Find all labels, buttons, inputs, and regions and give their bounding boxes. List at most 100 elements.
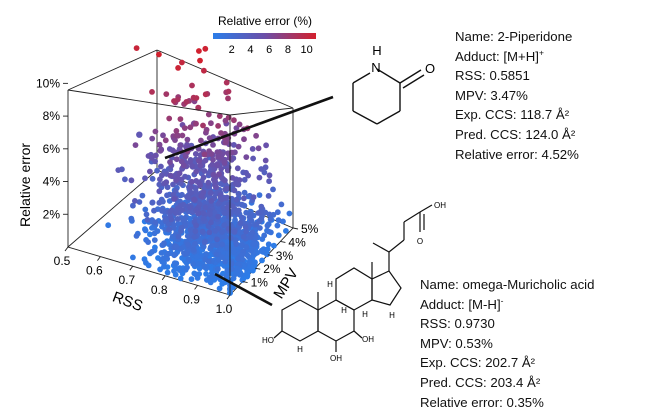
data-point: [215, 153, 222, 160]
info-exp-ccs: Exp. CCS: 202.7 Å²: [420, 355, 536, 371]
colorbar: [213, 33, 316, 39]
data-point: [267, 216, 274, 223]
colorbar-tick-label: 6: [266, 44, 272, 56]
data-point: [145, 239, 152, 246]
colorbar-tick-label: 8: [285, 44, 291, 56]
x-tick: [129, 265, 134, 271]
data-point: [149, 249, 155, 255]
data-point: [168, 216, 175, 223]
data-point: [265, 241, 272, 248]
data-point: [133, 233, 140, 239]
data-point: [264, 222, 271, 229]
data-point: [179, 132, 186, 139]
data-point: [207, 189, 214, 196]
data-point: [170, 224, 177, 231]
data-point: [212, 228, 219, 234]
data-point: [136, 199, 143, 205]
data-point: [235, 143, 242, 150]
y-tick-label: 3%: [276, 249, 294, 263]
data-point: [210, 142, 216, 148]
atom-h-3: H: [389, 311, 395, 320]
data-point: [177, 275, 184, 282]
data-point: [241, 176, 248, 183]
data-point: [231, 117, 237, 124]
data-point: [258, 166, 265, 172]
data-point: [173, 177, 180, 184]
data-point: [206, 229, 213, 236]
info-name: Name: 2-Piperidone: [455, 29, 573, 44]
data-point: [156, 188, 163, 195]
data-point: [241, 195, 247, 202]
data-point: [213, 242, 220, 249]
data-point: [208, 219, 214, 226]
data-point: [167, 208, 174, 215]
data-point: [219, 241, 226, 248]
data-point: [245, 172, 252, 179]
data-point: [256, 192, 263, 199]
data-point: [196, 158, 203, 165]
data-point: [259, 257, 265, 264]
data-point: [192, 188, 199, 195]
data-point: [209, 242, 215, 249]
info-mpv: MPV: 0.53%: [420, 335, 493, 351]
info-relative-error: Relative error: 0.35%: [420, 394, 544, 410]
data-point: [162, 137, 169, 144]
data-point: [162, 215, 169, 222]
scatter-points: [105, 45, 293, 296]
data-point: [215, 266, 221, 272]
atom-h-5: H: [341, 306, 347, 315]
data-point: [196, 237, 203, 244]
data-point: [189, 82, 195, 89]
data-point: [198, 193, 205, 199]
data-point: [181, 125, 188, 131]
data-point: [179, 191, 185, 198]
y-tick: [267, 254, 273, 257]
data-point: [243, 209, 250, 216]
data-point: [199, 228, 206, 235]
data-point: [265, 193, 272, 199]
data-point: [231, 187, 238, 194]
data-point: [214, 162, 221, 169]
x-tick-label: 0.7: [118, 273, 135, 287]
data-point: [208, 198, 215, 204]
data-point: [163, 91, 170, 97]
data-point: [263, 142, 269, 149]
data-point: [216, 171, 222, 178]
data-point: [175, 132, 182, 139]
data-point: [275, 217, 282, 224]
data-point: [224, 204, 231, 211]
data-point: [258, 203, 265, 210]
piperidone-structure: [352, 68, 425, 125]
info-mpv: MPV: 3.47%: [455, 87, 528, 103]
data-point: [156, 181, 163, 188]
data-point: [202, 157, 209, 164]
data-point: [216, 285, 223, 292]
atom-7-oh: OH: [362, 335, 374, 344]
data-point: [194, 253, 200, 260]
data-point: [177, 116, 184, 122]
data-point: [164, 255, 171, 262]
y-tick-label: 5%: [301, 222, 319, 236]
atom-n-h: H: [372, 43, 381, 58]
data-point: [196, 48, 202, 54]
data-point: [164, 192, 170, 199]
data-point: [173, 127, 180, 134]
data-point: [250, 194, 257, 201]
atom-h-4: H: [297, 345, 303, 354]
data-point: [239, 242, 246, 249]
data-point: [201, 239, 208, 246]
y-tick-label: 2%: [263, 262, 281, 276]
x-tick-label: 0.5: [54, 254, 71, 268]
data-point: [172, 137, 178, 144]
data-point: [256, 174, 263, 181]
data-point: [166, 115, 173, 122]
data-point: [151, 237, 158, 244]
data-point: [145, 262, 152, 269]
data-point: [221, 159, 228, 166]
data-point: [190, 261, 197, 267]
data-point: [235, 190, 242, 197]
data-point: [132, 142, 139, 149]
info-relative-error: Relative error: 4.52%: [455, 146, 579, 162]
data-point: [236, 177, 243, 183]
data-point: [193, 222, 200, 229]
